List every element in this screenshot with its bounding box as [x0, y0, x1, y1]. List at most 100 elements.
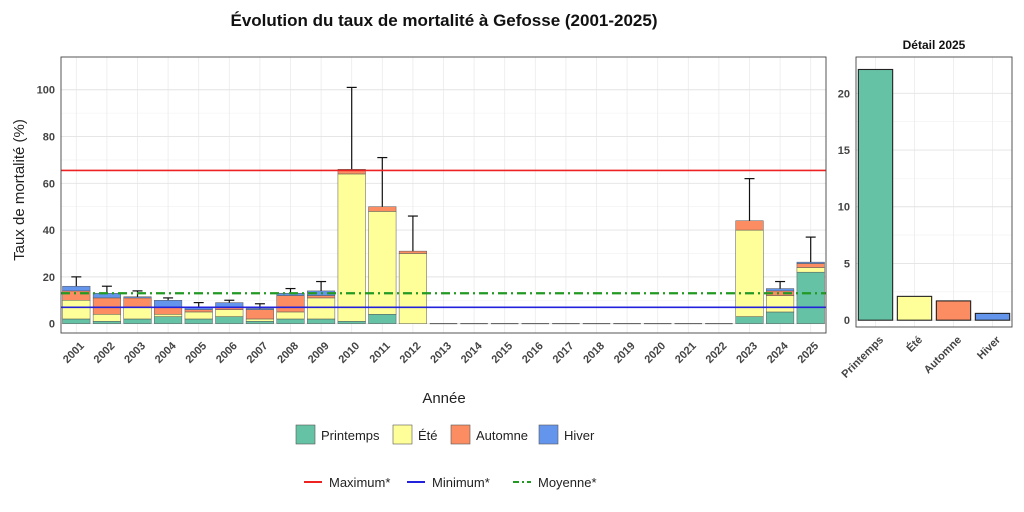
bar-segment-t-2002: [92, 314, 121, 322]
detail-bar-printemps: [857, 68, 894, 321]
y-tick-label: 20: [43, 272, 55, 284]
detail-x-tick-label: Hiver: [975, 334, 1003, 362]
legend-key-automne: [450, 424, 471, 445]
detail-y-tick-label: 5: [844, 258, 850, 270]
bar-segment-printemps-2001: [62, 318, 91, 324]
bar-segment-printemps-2008: [276, 318, 305, 324]
x-tick-label-2013: 2013: [428, 340, 454, 366]
x-tick-label-2024: 2024: [765, 339, 791, 365]
main-chart-title: Évolution du taux de mortalité à Gefosse…: [230, 11, 657, 30]
x-tick-label-2003: 2003: [122, 340, 148, 366]
bar-segment-automne-2009: [307, 295, 336, 299]
legend-label-minimum: Minimum*: [432, 475, 490, 490]
bar-segment-printemps-2010: [337, 321, 366, 324]
detail-bar-automne: [935, 300, 972, 321]
bar-segment-printemps-2003: [123, 318, 152, 324]
bar-segment-automne-2007: [245, 309, 274, 320]
y-tick-label: 60: [43, 178, 55, 190]
y-tick-label: 0: [49, 319, 55, 331]
bar-segment-automne-2003: [123, 297, 152, 308]
bar-segment-hiver-2024: [766, 288, 795, 292]
x-tick-label-2018: 2018: [581, 340, 607, 366]
x-tick-label-2017: 2017: [551, 340, 577, 366]
bar-segment-hiver-2007: [245, 308, 274, 310]
legend: Printemps Été Automne Hiver Maximum* Minimum*…: [295, 424, 597, 490]
detail-bar-t: [896, 295, 933, 321]
x-tick-label-2004: 2004: [153, 339, 179, 365]
bar-segment-automne-2011: [368, 206, 397, 212]
bar-segment-printemps-2011: [368, 314, 397, 324]
legend-key-printemps: [295, 424, 316, 445]
x-tick-label-2008: 2008: [275, 340, 301, 366]
y-tick-label: 100: [37, 85, 55, 97]
x-tick-label-2014: 2014: [459, 339, 485, 365]
detail-x-tick-label: Printemps: [840, 334, 887, 381]
x-tick-label-2012: 2012: [398, 340, 424, 366]
bar-segment-t-2023: [735, 229, 764, 317]
bar-segment-t-2004: [154, 314, 183, 317]
bar-segment-hiver-2025: [796, 261, 825, 264]
bar-segment-automne-2002: [92, 297, 121, 315]
bar-segment-t-2005: [184, 311, 213, 320]
legend-label-t: Été: [418, 428, 438, 443]
legend-label-automne: Automne: [476, 428, 528, 443]
y-tick-label: 80: [43, 132, 55, 144]
y-tick-label: 40: [43, 225, 55, 237]
bar-segment-printemps-2025: [796, 271, 825, 324]
x-tick-label-2016: 2016: [520, 340, 546, 366]
bar-segment-t-2003: [123, 307, 152, 320]
bar-segment-printemps-2009: [307, 318, 336, 324]
detail-chart-title: Détail 2025: [903, 38, 966, 52]
bar-segment-t-2011: [368, 211, 397, 315]
x-tick-label-2011: 2011: [367, 340, 392, 365]
x-tick-label-2023: 2023: [734, 340, 760, 366]
legend-key-hiver: [538, 424, 559, 445]
bar-segment-printemps-2006: [215, 316, 244, 324]
x-tick-label-2019: 2019: [612, 340, 638, 366]
bar-segment-t-2001: [62, 300, 91, 320]
bar-segment-t-2008: [276, 311, 305, 320]
detail-x-tick-label: Été: [904, 333, 925, 354]
bar-segment-automne-2012: [398, 250, 427, 254]
x-tick-label-2021: 2021: [673, 340, 699, 366]
x-tick-label-2020: 2020: [642, 340, 668, 366]
bar-segment-t-2024: [766, 295, 795, 313]
legend-label-printemps: Printemps: [321, 428, 380, 443]
detail-y-tick-label: 15: [838, 145, 850, 157]
bar-segment-hiver-2004: [154, 300, 183, 308]
bar-segment-t-2009: [307, 297, 336, 320]
bar-segment-automne-2005: [184, 309, 213, 313]
bar-segment-printemps-2024: [766, 311, 795, 324]
x-tick-label-2006: 2006: [214, 340, 240, 366]
bar-segment-hiver-2003: [123, 296, 152, 299]
bar-segment-t-2012: [398, 253, 427, 324]
legend-label-hiver: Hiver: [564, 428, 595, 443]
x-tick-label-2009: 2009: [306, 340, 332, 366]
bar-segment-t-2010: [337, 173, 366, 322]
legend-label-maximum: Maximum*: [329, 475, 390, 490]
x-tick-label-2010: 2010: [336, 340, 362, 366]
detail-bar-hiver: [974, 312, 1011, 321]
bar-segment-printemps-2002: [92, 321, 121, 324]
x-axis-title: Année: [422, 390, 465, 407]
x-tick-label-2015: 2015: [489, 340, 515, 366]
bar-segment-t-2006: [215, 309, 244, 317]
bar-segment-hiver-2001: [62, 285, 91, 292]
x-tick-label-2002: 2002: [92, 340, 118, 366]
legend-label-moyenne: Moyenne*: [538, 475, 597, 490]
bar-segment-printemps-2004: [154, 316, 183, 324]
bar-segment-printemps-2005: [184, 318, 213, 324]
x-tick-label-2005: 2005: [183, 340, 209, 366]
plot-border: [60, 56, 827, 334]
bar-segment-automne-2004: [154, 307, 183, 315]
main-panel: 0 20 40 60 80 100 2001 2002 2003 2004 2005 2006 2007…: [37, 56, 827, 366]
detail-plot-border: [855, 56, 1013, 328]
legend-key-t: [392, 424, 413, 445]
x-tick-label-2025: 2025: [795, 340, 821, 366]
bar-segment-automne-2008: [276, 295, 305, 313]
detail-x-tick-label: Automne: [922, 334, 964, 376]
bar-segment-t-2007: [245, 318, 274, 322]
